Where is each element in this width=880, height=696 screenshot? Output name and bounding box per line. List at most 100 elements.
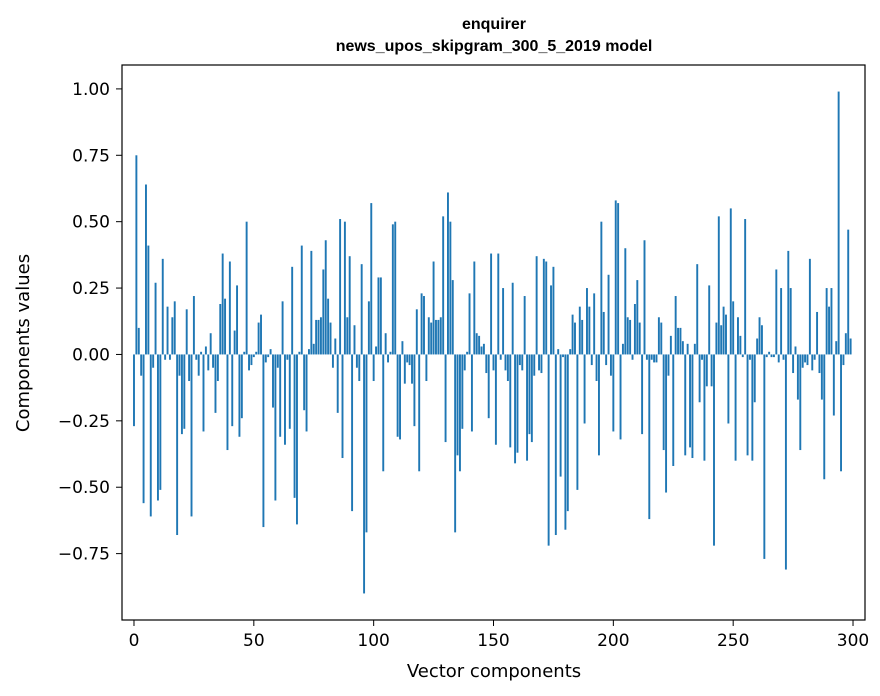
bar-266 [770, 354, 773, 358]
bar-191 [590, 354, 593, 366]
bar-36 [219, 304, 222, 355]
bar-187 [581, 319, 584, 355]
bar-34 [214, 354, 217, 413]
bar-227 [677, 327, 680, 355]
bar-200 [612, 354, 615, 432]
bar-32 [209, 333, 212, 355]
bar-180 [564, 354, 567, 530]
bar-10 [156, 354, 159, 501]
bar-136 [458, 354, 461, 472]
bar-292 [832, 354, 835, 416]
bar-74 [310, 250, 313, 355]
bar-61 [279, 354, 282, 437]
bar-194 [598, 354, 600, 456]
bar-51 [255, 351, 258, 355]
bar-130 [444, 354, 447, 443]
bar-9 [154, 282, 157, 355]
bar-53 [260, 314, 262, 355]
bar-217 [653, 354, 656, 363]
bar-129 [442, 216, 445, 355]
bar-59 [274, 354, 277, 501]
bar-122 [425, 354, 428, 382]
bar-261 [758, 317, 761, 355]
bar-93 [355, 354, 358, 368]
bar-282 [808, 258, 811, 355]
bar-8 [152, 354, 155, 368]
bar-242 [713, 354, 715, 546]
bar-33 [212, 354, 215, 368]
bar-255 [744, 219, 747, 355]
bar-57 [269, 349, 272, 355]
bar-7 [149, 354, 152, 517]
bar-173 [547, 354, 550, 546]
bar-95 [360, 264, 363, 355]
bar-47 [245, 221, 248, 355]
bar-160 [516, 354, 519, 453]
bar-208 [631, 354, 634, 360]
bar-216 [650, 354, 653, 360]
bar-16 [171, 317, 174, 355]
bar-48 [248, 354, 250, 371]
bar-229 [681, 341, 684, 355]
bar-175 [552, 266, 555, 355]
bar-133 [451, 280, 454, 355]
bar-224 [669, 335, 672, 355]
bar-series [133, 91, 852, 594]
bar-214 [645, 354, 648, 360]
bar-185 [576, 354, 579, 490]
bar-151 [494, 354, 497, 445]
bar-49 [250, 354, 253, 366]
bar-77 [317, 319, 320, 355]
bar-90 [348, 256, 351, 355]
bar-201 [614, 200, 617, 355]
bar-159 [514, 354, 517, 464]
bar-37 [221, 253, 224, 355]
bar-262 [760, 325, 763, 355]
bar-141 [470, 354, 473, 432]
bar-55 [264, 354, 267, 363]
bar-87 [341, 354, 344, 459]
bar-124 [430, 322, 433, 355]
bar-202 [617, 203, 620, 355]
bar-126 [435, 319, 437, 355]
bar-207 [629, 319, 632, 355]
bar-235 [696, 264, 699, 355]
bar-43 [236, 285, 239, 355]
bar-248 [727, 354, 730, 424]
y-tick-label: 0.25 [72, 279, 110, 299]
bar-1 [135, 155, 138, 355]
bar-188 [583, 354, 586, 424]
bar-285 [816, 311, 819, 355]
bar-287 [820, 354, 823, 400]
bar-25 [192, 296, 195, 355]
bar-298 [847, 229, 850, 355]
bar-271 [782, 354, 785, 360]
bar-213 [643, 240, 646, 355]
x-tick-label: 200 [597, 631, 629, 651]
bar-283 [811, 354, 814, 371]
bar-273 [787, 250, 790, 355]
bar-96 [363, 354, 366, 594]
bar-143 [475, 333, 478, 355]
bar-254 [741, 354, 744, 358]
bar-112 [401, 341, 404, 355]
bar-138 [463, 354, 466, 371]
bar-26 [195, 354, 198, 360]
y-tick-label: 0.75 [72, 146, 110, 166]
bar-142 [473, 261, 476, 355]
bar-148 [487, 354, 490, 419]
bar-67 [293, 354, 296, 498]
bar-69 [298, 351, 301, 355]
bar-42 [233, 330, 236, 355]
bar-40 [228, 261, 231, 355]
bar-184 [574, 322, 576, 355]
y-tick-label: −0.25 [58, 412, 110, 432]
bar-225 [672, 354, 675, 466]
bar-267 [772, 354, 775, 358]
bar-12 [161, 258, 164, 355]
bar-3 [140, 354, 143, 376]
bar-15 [168, 354, 171, 360]
bar-234 [693, 343, 696, 355]
bar-65 [288, 354, 291, 429]
bar-108 [391, 224, 394, 355]
